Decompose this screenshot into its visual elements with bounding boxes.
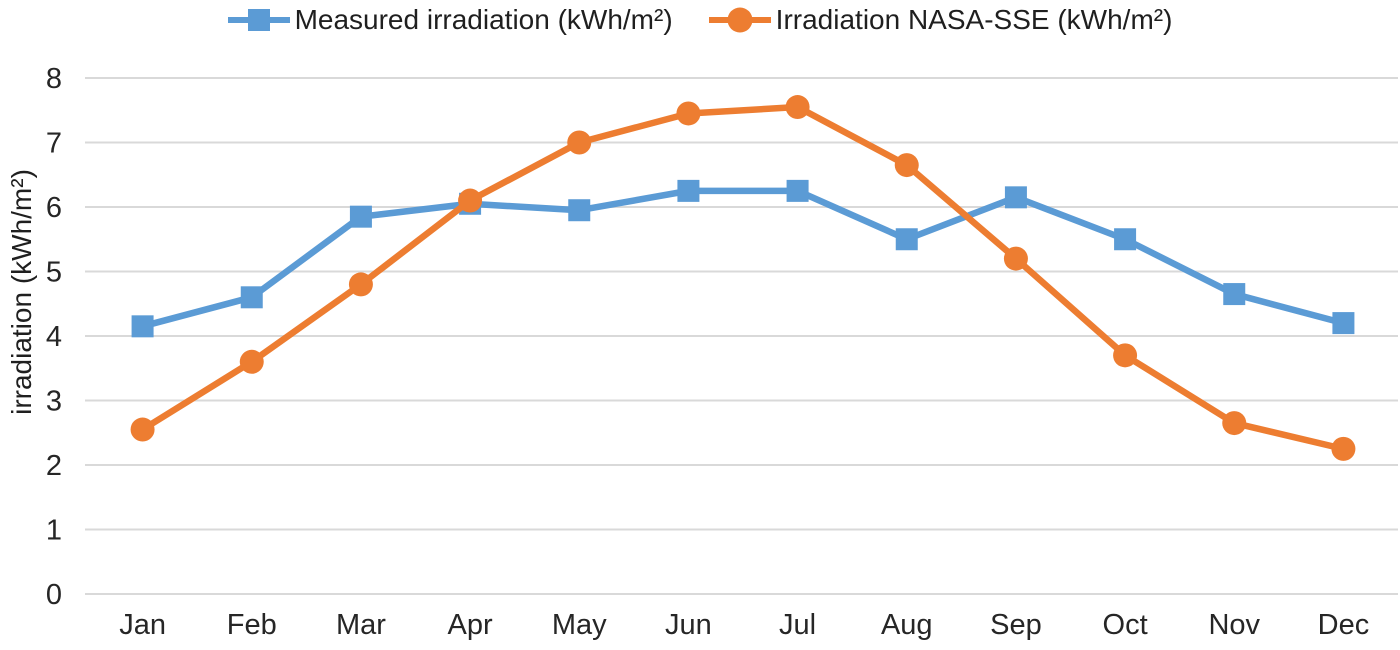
data-point-square [1114, 228, 1137, 251]
y-tick-label: 8 [46, 63, 62, 95]
y-tick-label: 1 [46, 515, 62, 547]
y-tick-label: 0 [46, 579, 62, 611]
data-point-circle [676, 101, 701, 126]
legend-item-measured: Measured irradiation (kWh/m²) [227, 4, 673, 36]
x-tick-label: Dec [1318, 609, 1370, 641]
y-tick-label: 3 [46, 386, 62, 418]
data-point-square [131, 315, 154, 338]
y-tick-label: 4 [46, 321, 62, 353]
data-point-circle [785, 95, 810, 120]
legend-circle [727, 7, 753, 33]
data-point-square [1332, 312, 1355, 335]
data-point-circle [567, 130, 592, 155]
x-tick-label: Sep [990, 609, 1042, 641]
data-point-square [349, 205, 372, 228]
x-tick-label: Oct [1103, 609, 1148, 641]
y-tick-label: 6 [46, 192, 62, 224]
data-point-square [568, 199, 591, 222]
y-tick-label: 7 [46, 128, 62, 160]
x-tick-label: Jun [665, 609, 712, 641]
data-point-circle [894, 153, 919, 178]
data-point-circle [1331, 436, 1356, 461]
x-tick-label: Apr [448, 609, 493, 641]
legend-item-nasa: Irradiation NASA-SSE (kWh/m²) [708, 4, 1173, 36]
data-point-square [1004, 186, 1027, 209]
y-tick-label: 5 [46, 257, 62, 289]
x-tick-label: Jan [119, 609, 166, 641]
legend-label-measured: Measured irradiation (kWh/m²) [294, 4, 673, 35]
legend-marker-square-icon [227, 9, 290, 31]
legend-marker-circle-icon [708, 7, 771, 33]
y-tick-label: 2 [46, 450, 62, 482]
data-point-circle [130, 417, 155, 442]
series-line-measured [139, 187, 1347, 330]
data-point-circle [348, 272, 373, 297]
x-tick-label: Feb [227, 609, 277, 641]
x-tick-label: Aug [881, 609, 933, 641]
x-tick-label: Nov [1208, 609, 1260, 641]
data-point-circle [1222, 411, 1247, 436]
x-tick-label: Jul [779, 609, 816, 641]
data-point-square [786, 179, 809, 202]
data-point-square [677, 179, 700, 202]
data-point-circle [239, 349, 264, 374]
data-point-circle [1003, 246, 1028, 271]
x-tick-label: May [552, 609, 607, 641]
legend-label-nasa: Irradiation NASA-SSE (kWh/m²) [775, 4, 1173, 35]
legend: Measured irradiation (kWh/m²) Irradiatio… [0, 0, 1400, 40]
x-tick-label: Mar [336, 609, 386, 641]
data-point-circle [458, 188, 483, 213]
legend-square [247, 9, 270, 31]
series-line-nasa [139, 103, 1347, 453]
data-point-square [895, 228, 918, 251]
data-point-circle [1113, 343, 1138, 368]
data-point-square [1223, 283, 1246, 306]
data-point-square [240, 286, 263, 309]
